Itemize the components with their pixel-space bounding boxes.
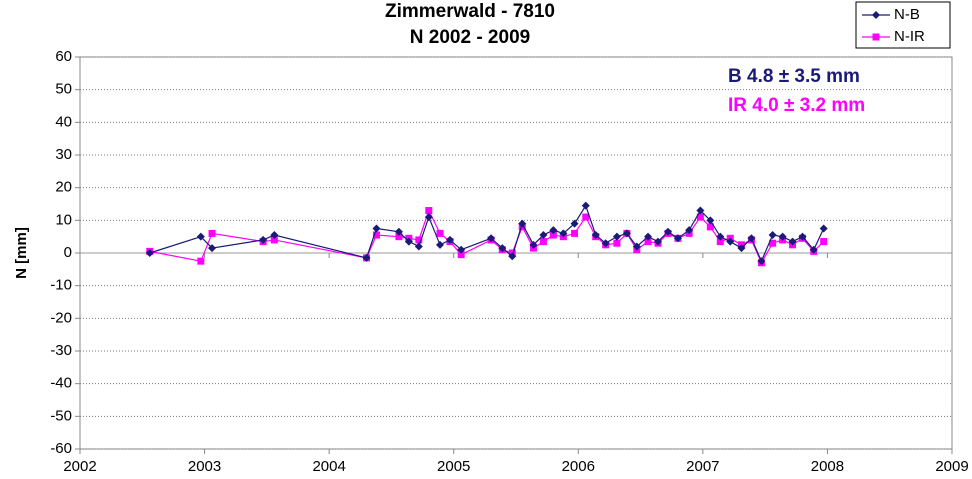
data-point bbox=[757, 257, 766, 266]
data-point bbox=[436, 229, 444, 237]
data-point bbox=[778, 232, 787, 241]
y-tick-label: 10 bbox=[55, 211, 72, 228]
y-tick-label: -50 bbox=[50, 407, 72, 424]
data-point bbox=[445, 235, 454, 244]
legend-marker bbox=[872, 33, 880, 41]
data-point bbox=[571, 229, 579, 237]
annotation: IR 4.0 ± 3.2 mm bbox=[728, 95, 865, 116]
data-point bbox=[654, 237, 663, 246]
y-tick-label: 30 bbox=[55, 146, 72, 163]
y-tick-label: -40 bbox=[50, 375, 72, 392]
legend-marker bbox=[872, 11, 880, 19]
legend-box bbox=[855, 1, 951, 49]
data-point bbox=[726, 237, 735, 246]
data-point bbox=[518, 219, 527, 228]
y-tick-label: -10 bbox=[50, 277, 72, 294]
data-point bbox=[436, 240, 445, 249]
data-point bbox=[145, 249, 154, 257]
y-tick-label: -20 bbox=[50, 309, 72, 326]
data-point bbox=[425, 207, 433, 215]
data-point bbox=[582, 213, 590, 221]
data-point bbox=[644, 232, 653, 241]
x-tick-label: 2006 bbox=[562, 458, 595, 475]
data-point bbox=[372, 224, 381, 233]
data-point bbox=[747, 234, 756, 243]
data-point bbox=[508, 252, 517, 261]
data-point bbox=[549, 226, 558, 235]
y-tick-label: 50 bbox=[55, 81, 72, 98]
x-tick-label: 2008 bbox=[811, 458, 844, 475]
data-point bbox=[798, 232, 807, 241]
data-point bbox=[372, 231, 380, 239]
data-point bbox=[819, 224, 828, 233]
data-point bbox=[539, 231, 548, 240]
data-point bbox=[404, 237, 413, 246]
data-point bbox=[415, 236, 423, 244]
chart-title: Zimmerwald - 7810 bbox=[385, 1, 555, 22]
y-tick-label: 0 bbox=[64, 244, 72, 261]
data-point bbox=[270, 236, 278, 244]
data-point bbox=[673, 234, 682, 243]
data-point bbox=[601, 239, 610, 248]
data-point bbox=[362, 253, 371, 262]
legend-label: N-B bbox=[894, 6, 920, 23]
data-point bbox=[706, 223, 714, 231]
data-point bbox=[457, 251, 465, 259]
data-point bbox=[716, 238, 724, 246]
data-point bbox=[394, 227, 403, 236]
data-point bbox=[612, 232, 621, 241]
x-tick-label: 2003 bbox=[188, 458, 221, 475]
data-point bbox=[696, 213, 704, 221]
data-point bbox=[663, 227, 672, 236]
data-point bbox=[622, 229, 631, 238]
annotation: B 4.8 ± 3.5 mm bbox=[728, 66, 860, 87]
data-point bbox=[716, 232, 725, 241]
data-point bbox=[613, 239, 621, 247]
y-tick-label: -30 bbox=[50, 342, 72, 359]
data-point bbox=[788, 237, 797, 246]
x-tick-label: 2005 bbox=[437, 458, 470, 475]
data-point bbox=[685, 226, 694, 235]
data-point bbox=[632, 242, 641, 251]
data-point bbox=[457, 245, 466, 254]
data-point bbox=[270, 231, 279, 240]
data-point bbox=[414, 242, 423, 251]
x-tick-label: 2007 bbox=[686, 458, 719, 475]
data-point bbox=[809, 245, 818, 254]
data-point bbox=[591, 231, 600, 240]
y-tick-label: 60 bbox=[55, 48, 72, 65]
data-point bbox=[559, 229, 568, 238]
data-point bbox=[549, 231, 557, 239]
y-tick-label: 20 bbox=[55, 179, 72, 196]
data-point bbox=[769, 239, 777, 247]
data-point bbox=[696, 206, 705, 215]
data-point bbox=[424, 213, 433, 222]
data-point bbox=[820, 238, 828, 246]
chart-subtitle: N 2002 - 2009 bbox=[410, 27, 530, 48]
y-tick-label: -60 bbox=[50, 440, 72, 457]
data-point bbox=[208, 229, 216, 237]
data-point bbox=[737, 244, 746, 253]
x-tick-label: 2009 bbox=[935, 458, 968, 475]
y-tick-label: 40 bbox=[55, 113, 72, 130]
data-point bbox=[259, 235, 268, 244]
x-tick-label: 2004 bbox=[312, 458, 345, 475]
data-point bbox=[498, 244, 507, 253]
x-tick-label: 2002 bbox=[63, 458, 96, 475]
data-point bbox=[768, 231, 777, 240]
data-point bbox=[208, 244, 217, 253]
data-point bbox=[644, 238, 652, 246]
data-point bbox=[196, 232, 205, 241]
legend-label: N-IR bbox=[894, 28, 925, 45]
data-point bbox=[706, 216, 715, 225]
data-point bbox=[395, 233, 403, 241]
data-point bbox=[581, 201, 590, 210]
data-point bbox=[539, 238, 547, 246]
data-point bbox=[529, 240, 538, 249]
y-axis-label: N [mm] bbox=[13, 227, 30, 279]
data-point bbox=[197, 257, 205, 265]
data-point bbox=[570, 219, 579, 228]
data-point bbox=[487, 234, 496, 243]
